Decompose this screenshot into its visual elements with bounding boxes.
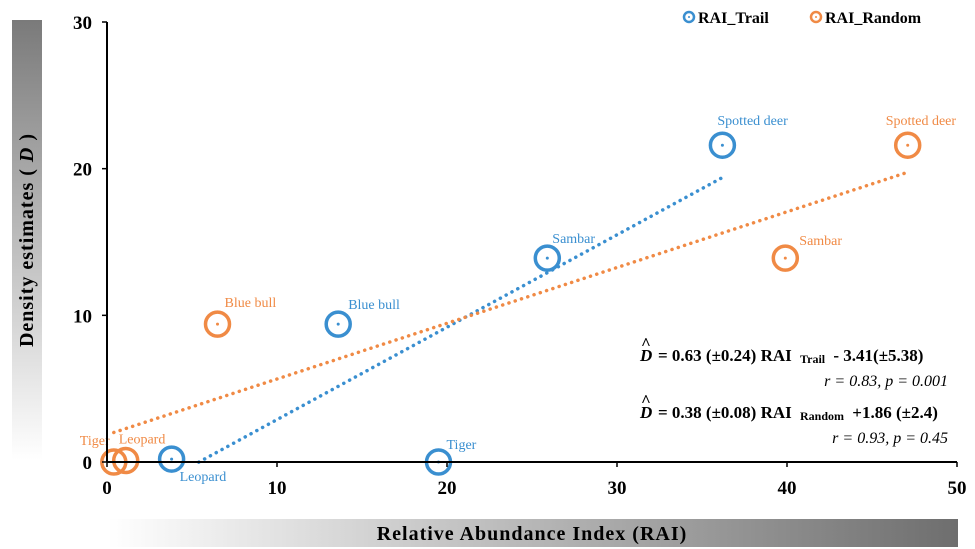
trail-equation-symbol: D <box>639 346 652 365</box>
trendline-rai-trail <box>197 175 725 464</box>
point-marker-spotted-deer <box>893 131 922 159</box>
point-center-blue-bull <box>336 322 340 326</box>
trail-statistics: r = 0.83, p = 0.001 <box>824 373 948 390</box>
legend-marker-trail <box>682 10 696 24</box>
y-axis-title-group: Density estimates ( D ) <box>16 133 38 347</box>
legend-label-random: RAI_Random <box>825 10 922 27</box>
point-label-sambar: Sambar <box>552 232 595 247</box>
random-equation-hat: ^ <box>641 391 651 410</box>
point-label-sambar: Sambar <box>799 234 842 249</box>
x-tick-label: 20 <box>438 478 457 499</box>
x-tick-label: 10 <box>268 478 287 499</box>
x-tick-label: 40 <box>778 478 797 499</box>
trail-equation-prefix: = 0.63 (±0.24) RAI <box>658 346 792 365</box>
point-label-spotted-deer: Spotted deer <box>886 114 957 129</box>
y-tick-label: 30 <box>73 13 92 34</box>
legend-label-trail: RAI_Trail <box>698 10 769 27</box>
point-label-leopard: Leopard <box>180 470 227 485</box>
x-tick-label: 50 <box>948 478 967 499</box>
trail-equation-body: = 0.63 (±0.24) RAI Trail - 3.41(±5.38) <box>658 346 923 367</box>
legend-marker-trail-center <box>688 16 690 18</box>
y-axis-title: Density estimates ( D ) <box>16 133 38 347</box>
point-label-spotted-deer: Spotted deer <box>717 114 788 129</box>
axes: 0 10 20 30 40 50 0 10 20 30 <box>73 13 967 499</box>
point-label-tiger: Tiger <box>80 434 110 449</box>
point-marker-spotted-deer <box>708 131 737 159</box>
point-center-sambar <box>545 256 549 260</box>
random-equation-body: = 0.38 (±0.08) RAI Random +1.86 (±2.4) <box>658 403 938 424</box>
random-equation-prefix: = 0.38 (±0.08) RAI <box>658 403 792 422</box>
point-center-leopard <box>170 457 174 461</box>
x-tick-label: 30 <box>608 478 627 499</box>
y-tick-label: 0 <box>83 453 93 474</box>
x-axis-title-band <box>108 519 958 547</box>
random-statistics: r = 0.93, p = 0.45 <box>832 430 948 447</box>
random-equation-symbol: D <box>639 403 652 422</box>
point-label-tiger: Tiger <box>447 438 477 453</box>
point-label-blue-bull: Blue bull <box>225 296 277 311</box>
y-tick-label: 20 <box>73 160 92 181</box>
trail-equation-subscript: Trail <box>800 352 826 366</box>
y-axis-title-band <box>12 20 42 460</box>
legend-marker-random <box>809 10 823 24</box>
trail-equation-suffix: - 3.41(±5.38) <box>833 346 923 365</box>
point-center-sambar <box>783 256 787 260</box>
y-axis-title-text: Density estimates <box>16 182 38 347</box>
point-marker-sambar <box>771 244 800 272</box>
point-marker-leopard <box>111 446 140 475</box>
point-marker-blue-bull <box>203 310 232 338</box>
data-points: Tiger Leopard Blue bull Sambar Spotted deer T… <box>80 114 957 485</box>
point-label-leopard: Leopard <box>119 433 166 448</box>
point-center-blue-bull <box>216 322 219 326</box>
point-center-spotted-deer <box>906 143 910 147</box>
y-axis-title-symbol: D <box>16 147 38 163</box>
x-axis-title: Relative Abundance Index (RAI) <box>377 523 688 545</box>
trail-equation: D ^ = 0.63 (±0.24) RAI Trail - 3.41(±5.3… <box>639 334 948 390</box>
random-equation-suffix: +1.86 (±2.4) <box>852 403 938 422</box>
point-center-spotted-deer <box>720 143 724 147</box>
point-label-blue-bull: Blue bull <box>348 298 400 313</box>
point-marker-blue-bull <box>324 310 352 338</box>
y-tick-label: 10 <box>73 306 92 327</box>
random-equation-subscript: Random <box>800 409 844 423</box>
y-axis-title-paren-open: ( <box>16 168 38 176</box>
legend: RAI_Trail RAI_Random <box>682 10 922 27</box>
x-tick-label: 0 <box>102 478 112 499</box>
point-marker-leopard <box>157 445 186 473</box>
trail-equation-hat: ^ <box>641 334 651 353</box>
trendlines <box>112 170 910 464</box>
random-equation: D ^ = 0.38 (±0.08) RAI Random +1.86 (±2.… <box>639 391 948 447</box>
point-marker-sambar <box>533 244 562 272</box>
legend-marker-random-center <box>815 16 817 18</box>
y-axis-title-paren-close: ) <box>16 133 38 141</box>
trendline-rai-random <box>112 170 910 435</box>
